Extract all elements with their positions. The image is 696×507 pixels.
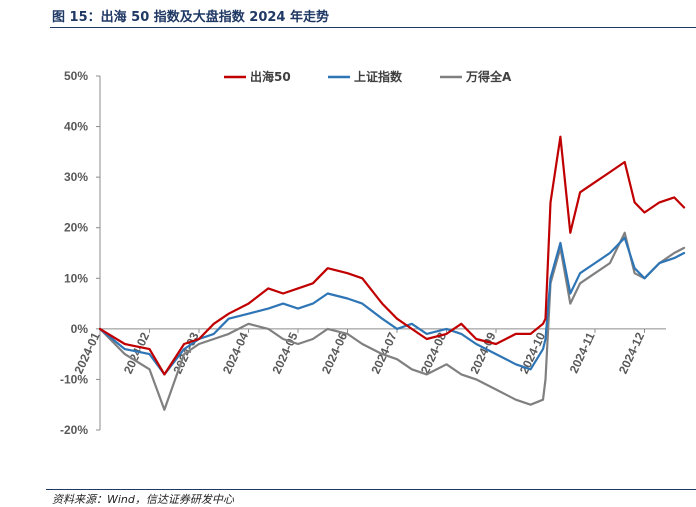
y-tick-label: -20%	[60, 423, 88, 437]
title-rule	[50, 27, 696, 28]
y-tick-label: 0%	[71, 322, 89, 336]
x-tick-label: 2024-06	[319, 330, 350, 376]
y-tick-label: 20%	[64, 221, 88, 235]
legend-label: 万得全A	[465, 69, 512, 84]
y-tick-label: 30%	[64, 170, 88, 184]
source-note: 资料来源：Wind，信达证券研发中心	[52, 493, 234, 506]
series-line	[98, 236, 686, 376]
x-tick-label: 2024-05	[269, 330, 300, 376]
series-line	[98, 135, 686, 376]
x-tick-label: 2024-12	[616, 330, 647, 376]
x-tick-label: 2024-10	[517, 330, 548, 376]
figure-title: 图 15：出海 50 指数及大盘指数 2024 年走势	[52, 10, 329, 25]
x-tick-label: 2024-01	[71, 330, 102, 376]
legend-label: 上证指数	[354, 69, 403, 84]
y-tick-label: 50%	[64, 69, 88, 83]
y-tick-label: 40%	[64, 120, 88, 134]
series-line	[98, 231, 686, 411]
x-tick-label: 2024-04	[220, 330, 251, 376]
legend-label: 出海50	[250, 69, 291, 84]
x-tick-label: 2024-11	[567, 330, 598, 376]
x-tick-label: 2024-07	[368, 330, 399, 376]
source-rule	[46, 489, 696, 490]
y-tick-label: -10%	[60, 372, 88, 386]
y-tick-label: 10%	[64, 271, 88, 285]
